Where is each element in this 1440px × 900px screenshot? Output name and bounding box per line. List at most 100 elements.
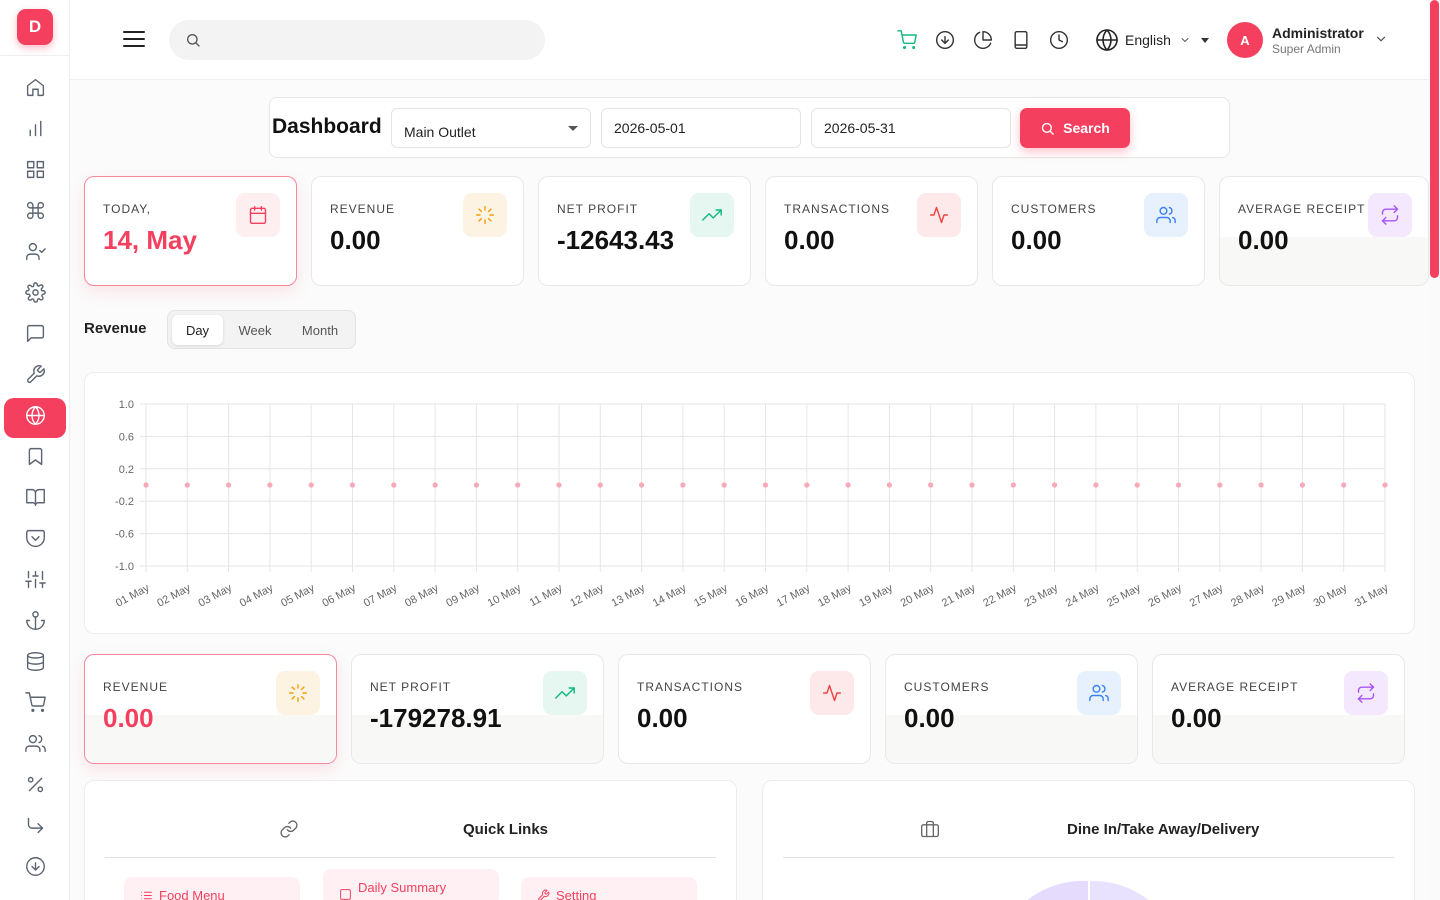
activity-icon (810, 671, 854, 715)
sliders-icon (24, 569, 46, 595)
sidebar-item-command[interactable] (4, 193, 66, 233)
scrollbar-thumb[interactable] (1430, 0, 1439, 278)
briefcase-icon (920, 819, 942, 841)
x-tick-label: 27 May (1188, 582, 1226, 610)
data-point (928, 482, 934, 488)
y-tick-label: -0.6 (115, 529, 134, 541)
card-shade (85, 715, 336, 763)
sidebar-item-bookmark[interactable] (4, 439, 66, 479)
data-point (226, 482, 232, 488)
sidebar-item-sliders[interactable] (4, 562, 66, 602)
activity-icon (917, 193, 961, 237)
panel-header (783, 781, 1394, 858)
data-point (1217, 482, 1223, 488)
x-tick-label: 28 May (1229, 582, 1267, 610)
stat-value: 0.00 (784, 225, 835, 255)
search-bar[interactable] (169, 20, 545, 60)
quick-link-food-menu[interactable]: Food Menu (124, 877, 300, 900)
sidebar-item-cart[interactable] (4, 685, 66, 725)
stat-card-customers: CUSTOMERS 0.00 (992, 176, 1205, 286)
x-tick-label: 06 May (320, 582, 358, 610)
app-logo[interactable]: D (17, 9, 53, 45)
sidebar-item-grid[interactable] (4, 152, 66, 192)
avatar[interactable]: A (1227, 22, 1263, 58)
data-point (184, 482, 190, 488)
sidebar-item-reports[interactable] (4, 111, 66, 151)
data-point (308, 482, 314, 488)
summary-card-net-profit: NET PROFIT -179278.91 (351, 654, 604, 764)
square-icon (340, 888, 351, 900)
sidebar-item-database[interactable] (4, 644, 66, 684)
percent-icon (25, 774, 46, 800)
sidebar-item-messages[interactable] (4, 316, 66, 356)
tablet-icon[interactable] (1010, 29, 1032, 51)
stat-label: NET PROFIT (370, 680, 452, 694)
sidebar-item-discount[interactable] (4, 767, 66, 807)
settings-icon (24, 282, 46, 308)
x-tick-label: 20 May (899, 582, 937, 610)
stat-card-revenue: REVENUE 0.00 (311, 176, 524, 286)
cart-header-icon[interactable] (896, 29, 918, 51)
search-input[interactable] (211, 30, 531, 50)
outlet-select[interactable]: Main Outlet (391, 108, 591, 148)
repeat-icon (1344, 671, 1388, 715)
data-point (556, 482, 562, 488)
quick-link-daily-summary[interactable]: Daily Summary (323, 869, 499, 900)
x-tick-label: 21 May (940, 582, 978, 610)
sidebar-item-anchor[interactable] (4, 603, 66, 643)
sidebar-item-download[interactable] (4, 849, 66, 889)
quick-link-label: Setting (556, 887, 597, 900)
dashboard-filter-bar: Dashboard Main Outlet 2026-05-01 2026-05… (269, 97, 1230, 158)
x-tick-label: 25 May (1105, 582, 1143, 610)
clock-icon[interactable] (1048, 29, 1070, 51)
user-name[interactable]: Administrator (1272, 25, 1364, 41)
x-tick-label: 14 May (651, 582, 689, 610)
panel-header (105, 781, 716, 858)
x-tick-label: 11 May (528, 582, 565, 609)
menu-toggle-icon[interactable] (123, 31, 145, 49)
quick-link-setting[interactable]: Setting (521, 877, 697, 900)
sidebar-item-home[interactable] (4, 70, 66, 110)
x-tick-label: 08 May (403, 582, 441, 610)
search-icon (1041, 122, 1054, 135)
tab-week[interactable]: Week (238, 322, 272, 338)
date-to-field[interactable]: 2026-05-31 (811, 108, 1011, 148)
data-point (267, 482, 273, 488)
x-tick-label: 16 May (733, 582, 771, 610)
data-point (1382, 482, 1388, 488)
x-tick-label: 09 May (444, 582, 482, 610)
data-point (886, 482, 893, 488)
sidebar-item-users[interactable] (4, 726, 66, 766)
shopping-cart-icon (24, 692, 46, 718)
tab-month[interactable]: Month (301, 322, 339, 338)
sidebar-item-redirect[interactable] (4, 808, 66, 848)
sidebar-item-globe[interactable] (4, 398, 66, 438)
data-point (432, 482, 438, 488)
sidebar-item-pocket[interactable] (4, 521, 66, 561)
calendar-icon (236, 193, 280, 237)
divider (0, 55, 70, 56)
sidebar-item-book[interactable] (4, 480, 66, 520)
page-scrollbar[interactable] (1429, 0, 1440, 900)
date-from-field[interactable]: 2026-05-01 (601, 108, 801, 148)
data-point (762, 482, 769, 488)
arrow-down-circle-icon (25, 856, 46, 882)
stat-label: AVERAGE RECEIPT (1171, 680, 1299, 694)
sidebar-item-settings[interactable] (4, 275, 66, 315)
revenue-chart-svg: 1.00.60.2-0.2-0.6-1.001 May 02 May 03 May 0… (114, 399, 1391, 610)
tab-day[interactable]: Day (172, 315, 223, 345)
sidebar-item-user-check[interactable] (4, 234, 66, 274)
download-circle-icon[interactable] (934, 29, 956, 51)
sidebar-item-tools[interactable] (4, 357, 66, 397)
x-tick-label: 18 May (816, 582, 854, 610)
revenue-period-tabs: Day Week Month (167, 310, 356, 349)
language-selector[interactable]: English (1095, 28, 1209, 52)
chevron-down-icon[interactable] (1374, 32, 1388, 46)
panel-title: Quick Links (463, 821, 549, 838)
pie-chart-icon[interactable] (972, 29, 994, 51)
sidebar: D (0, 0, 70, 900)
x-tick-label: 04 May (238, 582, 276, 610)
search-button[interactable]: Search (1020, 108, 1130, 148)
stat-value: 0.00 (330, 225, 381, 255)
x-tick-label: 02 May (155, 582, 193, 610)
